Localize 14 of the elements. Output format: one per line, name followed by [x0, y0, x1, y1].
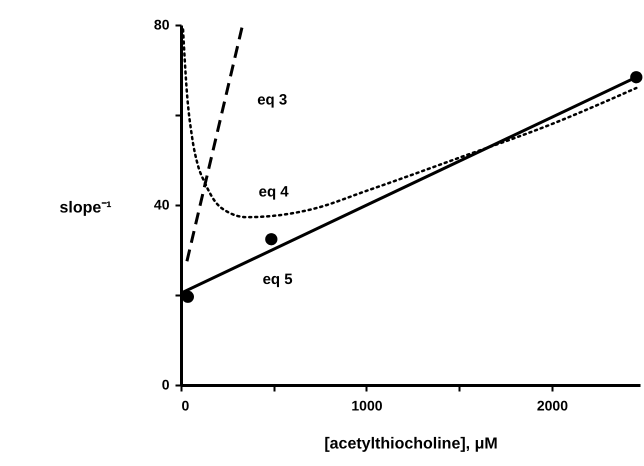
x-axis-title: [acetylthiocholine], μM	[324, 436, 498, 452]
point	[265, 233, 278, 246]
point	[182, 290, 194, 303]
y-tick-label: 40	[154, 196, 170, 212]
x-tick-label: 1000	[351, 398, 383, 414]
y-tick-label: 80	[154, 16, 170, 32]
y-tick-label: 0	[162, 376, 170, 392]
y-axis-title: slope⁻¹	[60, 200, 112, 216]
annotation: eq 3	[257, 92, 288, 109]
x-tick-label: 0	[182, 398, 190, 414]
annotation: eq 4	[258, 183, 290, 200]
x-tick-label: 2000	[536, 398, 568, 414]
annotation: eq 5	[262, 271, 293, 288]
point	[630, 71, 642, 84]
